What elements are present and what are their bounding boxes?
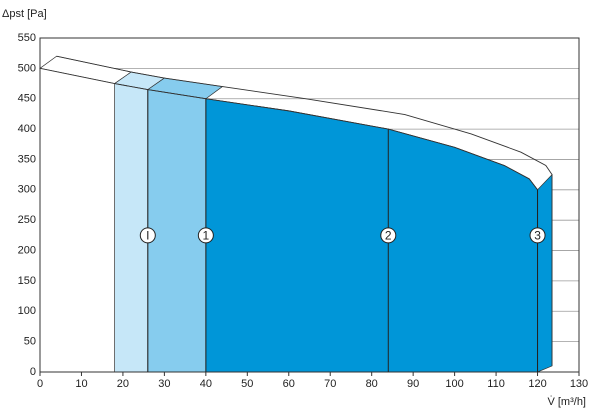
y-tick-label: 300 [18,184,36,196]
x-axis-label: V̇ [m³/h] [547,395,586,408]
y-tick-label: 50 [24,336,36,348]
y-tick-label: 500 [18,62,36,74]
curve [56,55,553,366]
marker-label: 3 [534,229,541,243]
marker [529,227,546,244]
x-tick-label: 60 [283,378,295,390]
marker-label: 1 [203,229,210,243]
y-tick-label: 200 [18,244,36,256]
y-axis-label: Δpst [Pa] [2,8,47,20]
x-tick-label: 90 [407,378,419,390]
marker [139,227,156,244]
y-tick-label: 0 [30,366,36,378]
x-tick-label: 30 [158,378,170,390]
y-tick-label: 100 [18,305,36,317]
y-tick-label: 450 [18,93,36,105]
y-tick-label: 400 [18,123,36,135]
zone-face [147,89,207,373]
x-tick-label: 50 [241,378,253,390]
zone-face [114,83,149,373]
zone-side [537,173,553,373]
x-tick-label: 10 [75,378,87,390]
x-tick-label: 20 [117,378,129,390]
x-tick-label: 120 [528,378,546,390]
y-tick-label: 350 [18,153,36,165]
y-tick-label: 550 [18,32,36,44]
y-tick-label: 150 [18,275,36,287]
plot-frame [39,37,580,373]
marker [197,227,214,244]
marker [380,227,397,244]
x-tick-label: 80 [366,378,378,390]
x-tick-label: 110 [487,378,505,390]
x-tick-label: 130 [570,378,588,390]
x-tick-label: 100 [445,378,463,390]
x-tick-label: 40 [200,378,212,390]
marker-label: 2 [385,229,392,243]
x-tick-label: 0 [37,378,43,390]
x-tick-label: 70 [324,378,336,390]
y-tick-label: 250 [18,214,36,226]
zone-face [40,68,115,372]
marker-label: I [146,229,149,243]
